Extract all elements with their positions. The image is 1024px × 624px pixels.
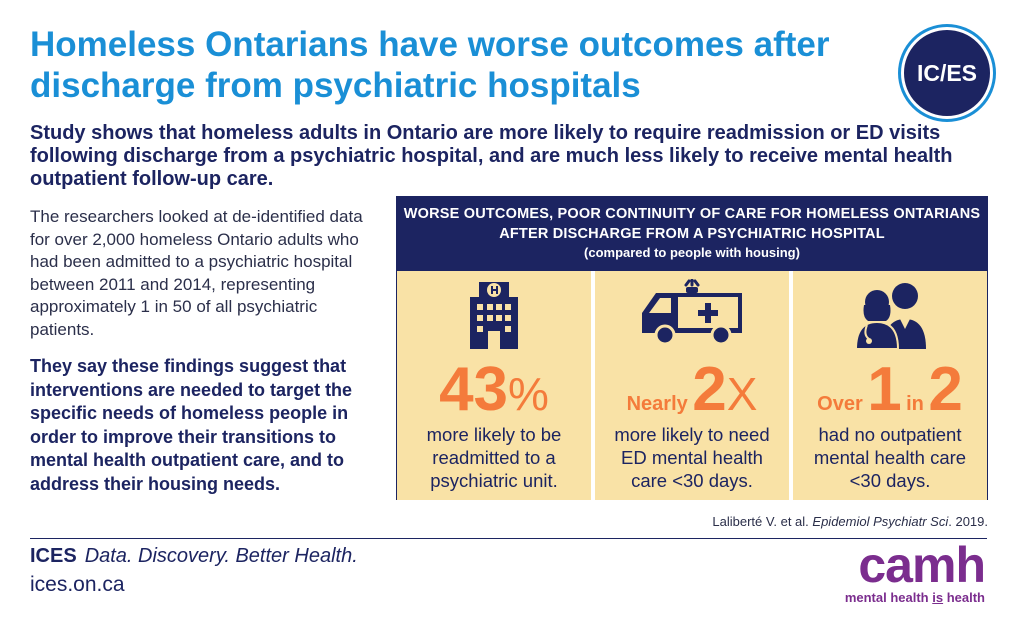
- ices-wordmark: ICES: [30, 545, 77, 567]
- conclusion-text: They say these findings suggest that int…: [30, 356, 353, 494]
- outcomes-panel: WORSE OUTCOMES, POOR CONTINUITY OF CARE …: [396, 196, 988, 500]
- stat-ed-visits-desc: more likely to need ED mental health car…: [614, 424, 770, 491]
- stat-columns: 43% more likely to be readmitted to a ps…: [397, 271, 987, 500]
- camh-wordmark: camh: [858, 537, 986, 593]
- footer-divider: [30, 538, 987, 539]
- panel-subheading: (compared to people with housing): [584, 245, 800, 260]
- hospital-icon: [397, 279, 591, 349]
- citation-journal: Epidemiol Psychiatr Sci: [812, 514, 949, 529]
- ices-logo: IC/ES: [901, 27, 993, 119]
- citation-authors: Laliberté V. et al.: [712, 514, 809, 529]
- panel-heading: WORSE OUTCOMES, POOR CONTINUITY OF CARE …: [403, 206, 981, 242]
- ices-slogan: Data. Discovery. Better Health.: [84, 545, 358, 567]
- intro-text: The researchers looked at de-identified …: [30, 207, 363, 339]
- subtitle: Study shows that homeless adults in Onta…: [30, 122, 953, 190]
- ambulance-icon: [595, 279, 789, 349]
- stat-no-followup-value: Over 1 in 2: [817, 355, 963, 424]
- stat-no-followup: Over 1 in 2 had no outpatient mental hea…: [789, 271, 987, 500]
- citation-year: . 2019.: [948, 514, 988, 529]
- stat-no-followup-desc: had no outpatient mental health care <30…: [813, 424, 967, 491]
- page-title: Homeless Ontarians have worse outcomes a…: [30, 25, 830, 105]
- camh-logo: camh mental health is health: [833, 537, 986, 606]
- stat-readmission-desc: more likely to be readmitted to a psychi…: [426, 424, 562, 491]
- panel-header: WORSE OUTCOMES, POOR CONTINUITY OF CARE …: [397, 197, 987, 271]
- stat-ed-visits-value: Nearly 2X: [626, 355, 758, 424]
- doctors-icon: [793, 279, 987, 349]
- footer-brand: ICES Data. Discovery. Better Health.: [30, 545, 358, 568]
- stat-readmission: 43% more likely to be readmitted to a ps…: [397, 271, 591, 500]
- citation: Laliberté V. et al. Epidemiol Psychiatr …: [712, 514, 988, 529]
- stat-readmission-value: 43%: [439, 355, 549, 424]
- camh-tagline: mental health is health: [844, 590, 985, 605]
- ices-url-link[interactable]: ices.on.ca: [30, 573, 125, 596]
- stat-ed-visits: Nearly 2X more likely to need ED mental …: [591, 271, 789, 500]
